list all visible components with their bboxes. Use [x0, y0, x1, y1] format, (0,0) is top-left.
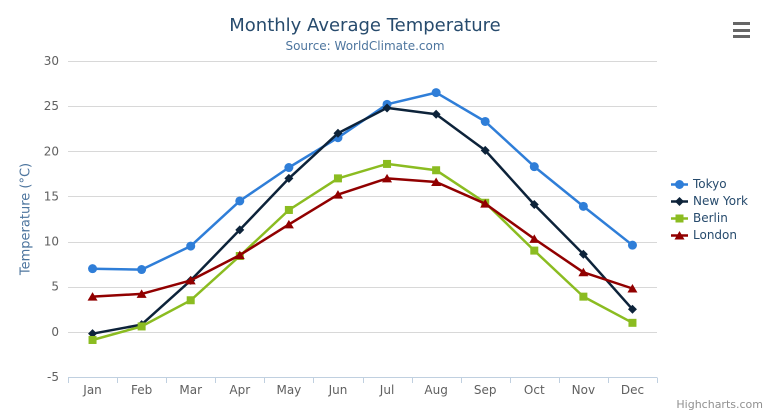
point-berlin-oct[interactable] — [530, 246, 539, 255]
point-berlin-mar[interactable] — [186, 296, 195, 305]
x-axis-label: Jan — [82, 383, 102, 397]
hamburger-icon-bar — [733, 28, 750, 32]
point-tokyo-sep[interactable] — [480, 116, 490, 126]
point-london-oct[interactable] — [529, 234, 540, 243]
legend-item-berlin[interactable]: Berlin — [671, 211, 748, 225]
circle-legend-marker-icon — [671, 179, 688, 189]
legend-item-tokyo[interactable]: Tokyo — [671, 177, 748, 191]
credits-link[interactable]: Highcharts.com — [676, 398, 763, 411]
point-berlin-dec[interactable] — [628, 318, 637, 327]
point-london-may[interactable] — [283, 219, 294, 229]
diamond-legend-marker-icon — [671, 196, 688, 206]
series-london — [87, 173, 638, 301]
point-berlin-jun[interactable] — [333, 174, 342, 183]
series-new-york — [88, 103, 637, 339]
point-new-york-jan[interactable] — [88, 329, 98, 339]
y-axis-label: 5 — [51, 280, 59, 294]
point-london-jun[interactable] — [332, 190, 343, 199]
x-axis-label: Mar — [179, 383, 202, 397]
series-tokyo — [88, 88, 637, 275]
point-london-apr[interactable] — [234, 250, 245, 260]
point-london-feb[interactable] — [136, 289, 147, 298]
point-london-sep[interactable] — [480, 199, 491, 208]
x-axis-label: Oct — [524, 383, 545, 397]
y-axis-label: 20 — [44, 144, 59, 158]
point-new-york-dec[interactable] — [627, 304, 637, 314]
series-line-new-york — [91, 106, 634, 335]
point-new-york-aug[interactable] — [431, 109, 441, 119]
hamburger-icon-bar — [733, 35, 750, 38]
y-axis-label: 10 — [44, 235, 59, 249]
series-line-london — [91, 177, 634, 298]
point-tokyo-may[interactable] — [284, 163, 294, 173]
legend-item-new-york[interactable]: New York — [671, 194, 748, 208]
point-berlin-jan[interactable] — [88, 335, 97, 344]
square-legend-marker-icon — [671, 214, 688, 222]
point-london-aug[interactable] — [431, 177, 442, 186]
series-line-berlin — [91, 162, 634, 342]
chart-subtitle: Source: WorldClimate.com — [285, 39, 445, 53]
x-axis-label: Sep — [474, 383, 497, 397]
point-new-york-jul[interactable] — [382, 103, 392, 113]
point-tokyo-aug[interactable] — [431, 88, 441, 98]
x-axis-label: Jun — [328, 383, 348, 397]
legend-label: Berlin — [693, 211, 728, 225]
y-axis-label: -5 — [47, 370, 59, 384]
x-axis-label: Dec — [621, 383, 644, 397]
y-axis-label: 15 — [44, 189, 59, 203]
x-axis-label: Feb — [131, 383, 152, 397]
point-new-york-may[interactable] — [284, 173, 294, 183]
legend: Tokyo New York Berlin London — [671, 177, 748, 242]
point-london-nov[interactable] — [578, 267, 589, 277]
point-new-york-nov[interactable] — [578, 249, 588, 259]
point-tokyo-apr[interactable] — [235, 196, 245, 206]
point-tokyo-dec[interactable] — [627, 240, 637, 250]
point-berlin-jul[interactable] — [383, 159, 392, 168]
point-tokyo-feb[interactable] — [137, 265, 147, 275]
legend-label: London — [693, 228, 737, 242]
point-tokyo-nov[interactable] — [578, 201, 588, 211]
point-new-york-sep[interactable] — [480, 145, 490, 155]
point-tokyo-oct[interactable] — [529, 162, 539, 172]
point-london-dec[interactable] — [627, 284, 638, 293]
point-new-york-jun[interactable] — [333, 128, 343, 138]
legend-label: Tokyo — [693, 177, 727, 191]
point-berlin-feb[interactable] — [137, 322, 146, 331]
context-menu-button[interactable] — [730, 20, 754, 40]
y-axis-label: 0 — [51, 325, 59, 339]
chart-title: Monthly Average Temperature — [229, 15, 501, 36]
point-new-york-oct[interactable] — [529, 200, 539, 210]
legend-item-london[interactable]: London — [671, 228, 748, 242]
x-axis-label: May — [276, 383, 301, 397]
legend-label: New York — [693, 194, 748, 208]
x-axis-label: Aug — [424, 383, 447, 397]
x-axis-label: Apr — [229, 383, 250, 397]
y-axis-label: 30 — [44, 54, 59, 68]
point-london-jul[interactable] — [382, 173, 393, 183]
x-axis-label: Nov — [572, 383, 595, 397]
hamburger-icon-bar — [733, 22, 750, 25]
triangle-legend-marker-icon — [671, 230, 688, 239]
point-tokyo-mar[interactable] — [186, 241, 196, 251]
x-axis-label: Jul — [379, 383, 394, 397]
y-axis-label: 25 — [44, 99, 59, 113]
point-london-mar[interactable] — [185, 275, 196, 285]
point-berlin-may[interactable] — [284, 205, 293, 214]
point-berlin-nov[interactable] — [579, 292, 588, 301]
point-tokyo-jan[interactable] — [88, 264, 98, 274]
point-berlin-aug[interactable] — [432, 166, 441, 175]
point-new-york-apr[interactable] — [235, 225, 245, 235]
point-london-jan[interactable] — [87, 292, 98, 301]
